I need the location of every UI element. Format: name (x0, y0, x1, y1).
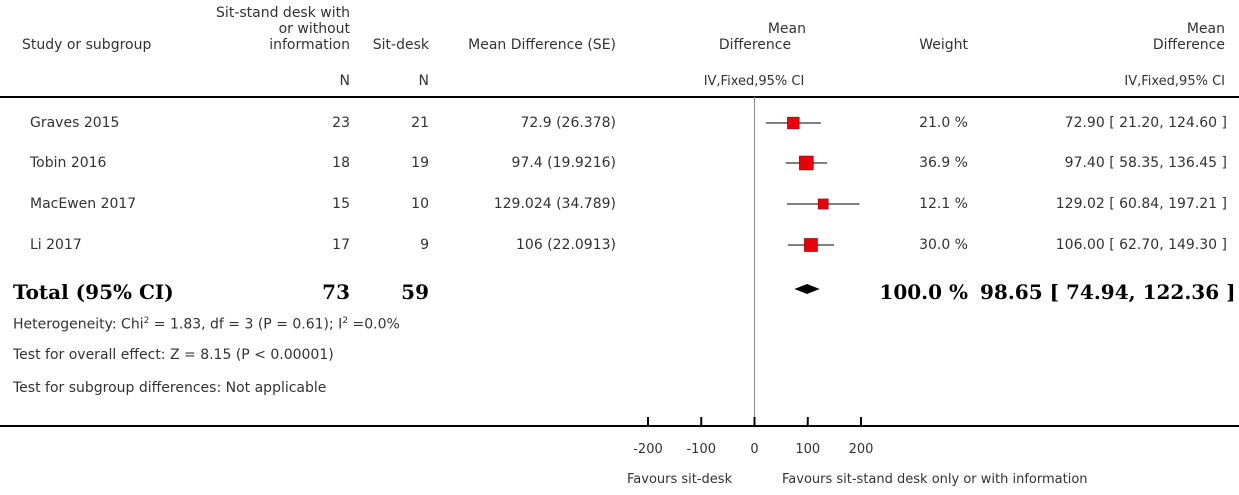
total-ci: 98.65 [ 74.94, 122.36 ] (980, 280, 1236, 304)
row-n1: 18 (332, 155, 350, 171)
header-group1-n: N (339, 73, 350, 89)
heterogeneity-pre: Heterogeneity: Chi (13, 316, 144, 333)
row-n2: 19 (411, 155, 429, 171)
header-group1-line2: or without (278, 21, 350, 37)
row-weight: 30.0 % (919, 237, 968, 253)
bottom-rule (0, 425, 1239, 427)
row-n2: 9 (420, 237, 429, 253)
total-label: Total (95% CI) (13, 280, 174, 304)
study-marker (787, 116, 800, 130)
row-weight: 36.9 % (919, 155, 968, 171)
favours-left-label: Favours sit-desk (627, 472, 733, 487)
row-study: Graves 2015 (30, 115, 120, 131)
header-group1: Sit-stand desk with or without informati… (200, 5, 350, 53)
subgroup-text: Test for subgroup differences: Not appli… (13, 380, 327, 396)
study-marker (817, 198, 829, 210)
header-md: Mean Difference (1050, 21, 1225, 53)
header-rule (0, 96, 1239, 98)
row-ci: 72.90 [ 21.20, 124.60 ] (1064, 115, 1227, 131)
header-md-sub: IV,Fixed,95% CI (1124, 74, 1225, 89)
study-marker (804, 238, 818, 252)
row-md-se: 129.024 (34.789) (493, 196, 616, 212)
overall-effect-text: Test for overall effect: Z = 8.15 (P < 0… (13, 347, 334, 363)
tick-label: 0 (750, 442, 759, 457)
total-weight: 100.0 % (879, 280, 968, 304)
row-n1: 15 (332, 196, 350, 212)
row-md-se: 106 (22.0913) (516, 237, 616, 253)
row-study: Li 2017 (30, 237, 82, 253)
favours-right-label: Favours sit-stand desk only or with info… (782, 472, 1088, 487)
tick-label: -200 (633, 442, 663, 457)
row-study: Tobin 2016 (30, 155, 107, 171)
header-weight: Weight (919, 37, 968, 53)
header-group2: Sit-desk (372, 37, 429, 53)
total-n2: 59 (401, 280, 429, 304)
row-n1: 23 (332, 115, 350, 131)
row-ci: 129.02 [ 60.84, 197.21 ] (1055, 196, 1227, 212)
header-study: Study or subgroup (22, 37, 152, 53)
row-n2: 10 (411, 196, 429, 212)
row-weight: 21.0 % (919, 115, 968, 131)
header-md-line1: Mean (1186, 21, 1225, 37)
header-plot-sub: IV,Fixed,95% CI (703, 74, 805, 89)
total-n1: 73 (322, 280, 350, 304)
header-md-line2: Difference (1152, 37, 1225, 53)
heterogeneity-sup2: 2 (342, 316, 349, 326)
study-marker (799, 155, 814, 171)
header-group1-line1: Sit-stand desk with (216, 5, 350, 21)
header-plot: Mean Difference (690, 21, 820, 53)
heterogeneity-mid: = 1.83, df = 3 (P = 0.61); I (149, 316, 343, 333)
header-md-se: Mean Difference (SE) (468, 37, 616, 53)
row-md-se: 72.9 (26.378) (520, 115, 616, 131)
row-ci: 97.40 [ 58.35, 136.45 ] (1064, 155, 1227, 171)
header-plot-line2: Difference (718, 37, 792, 53)
heterogeneity-text: Heterogeneity: Chi2 = 1.83, df = 3 (P = … (13, 316, 400, 333)
tick-label: 200 (848, 442, 874, 457)
header-group1-line3: information (269, 37, 350, 53)
row-study: MacEwen 2017 (30, 196, 137, 212)
row-weight: 12.1 % (919, 196, 968, 212)
pooled-diamond (794, 284, 820, 294)
header-group2-n: N (418, 73, 429, 89)
row-md-se: 97.4 (19.9216) (511, 155, 616, 171)
tick-label: -100 (686, 442, 716, 457)
row-ci: 106.00 [ 62.70, 149.30 ] (1055, 237, 1227, 253)
tick-label: 100 (795, 442, 821, 457)
row-n1: 17 (332, 237, 350, 253)
heterogeneity-sup1: 2 (143, 316, 150, 326)
heterogeneity-post: =0.0% (348, 316, 400, 333)
row-n2: 21 (411, 115, 429, 131)
header-plot-line1: Mean (767, 21, 806, 37)
